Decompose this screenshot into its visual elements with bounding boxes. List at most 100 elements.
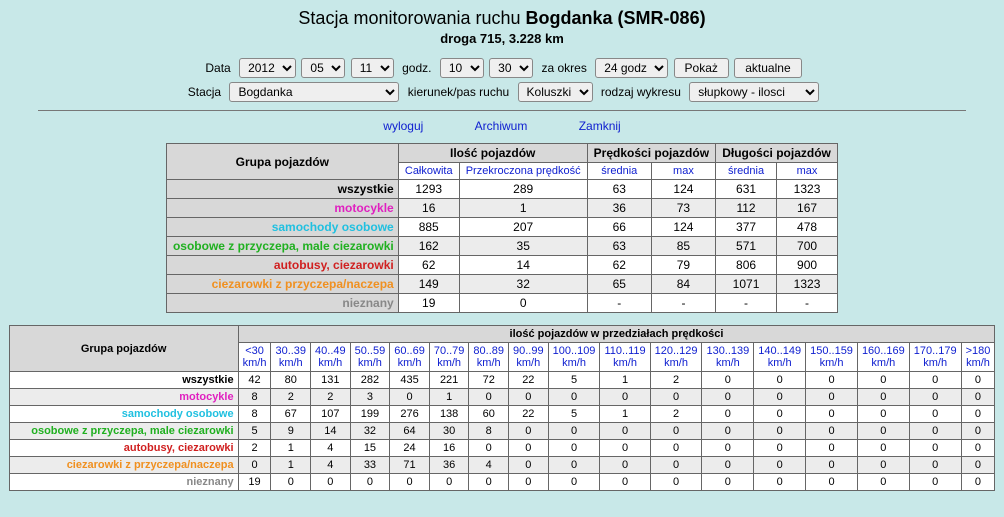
speed-col-header: 130..139km/h bbox=[702, 343, 754, 372]
cell: 4 bbox=[311, 457, 351, 474]
cell: 5 bbox=[238, 423, 271, 440]
link-zamknij[interactable]: Zamknij bbox=[579, 119, 621, 133]
cell: 0 bbox=[650, 389, 702, 406]
cell: 66 bbox=[587, 218, 651, 237]
select-year[interactable]: 2012 bbox=[239, 58, 296, 78]
cell: 85 bbox=[651, 237, 715, 256]
cell: 1 bbox=[600, 406, 650, 423]
cell: 0 bbox=[702, 440, 754, 457]
cell: 1323 bbox=[777, 180, 838, 199]
summary-table: Grupa pojazdów Ilość pojazdów Prędkości … bbox=[166, 143, 838, 313]
cell: 1323 bbox=[777, 275, 838, 294]
link-archiwum[interactable]: Archiwum bbox=[475, 119, 528, 133]
table-row: autobusy, ciezarowki62146279806900 bbox=[166, 256, 837, 275]
cell: 1 bbox=[271, 457, 311, 474]
cell: 4 bbox=[311, 440, 351, 457]
cell: 0 bbox=[509, 474, 549, 491]
cell: 1293 bbox=[398, 180, 459, 199]
cell: 2 bbox=[271, 389, 311, 406]
speed-table: Grupa pojazdów ilość pojazdów w przedzia… bbox=[9, 325, 996, 491]
select-period[interactable]: 24 godz bbox=[595, 58, 668, 78]
speed-col-header: 60..69km/h bbox=[390, 343, 430, 372]
cell: 0 bbox=[650, 474, 702, 491]
speed-col-header: 170..179km/h bbox=[909, 343, 961, 372]
cell: - bbox=[716, 294, 777, 313]
cell: 5 bbox=[548, 372, 600, 389]
cell: 63 bbox=[587, 180, 651, 199]
cell: 0 bbox=[754, 423, 806, 440]
cell: 0 bbox=[754, 389, 806, 406]
select-day[interactable]: 11 bbox=[351, 58, 394, 78]
cell: 0 bbox=[961, 440, 995, 457]
speed-col-header: 40..49km/h bbox=[311, 343, 351, 372]
cell: 0 bbox=[857, 372, 909, 389]
th-max1: max bbox=[651, 163, 715, 180]
cell: 0 bbox=[909, 440, 961, 457]
cell: 221 bbox=[429, 372, 469, 389]
cell: 0 bbox=[961, 457, 995, 474]
cell: 167 bbox=[777, 199, 838, 218]
cell: 0 bbox=[961, 406, 995, 423]
th-przek: Przekroczona prędkość bbox=[459, 163, 587, 180]
cell: 0 bbox=[702, 457, 754, 474]
select-month[interactable]: 05 bbox=[301, 58, 345, 78]
cell: 0 bbox=[857, 474, 909, 491]
cell: 0 bbox=[509, 389, 549, 406]
nav-links: wyloguj Archiwum Zamknij bbox=[8, 119, 996, 133]
cell: 0 bbox=[650, 440, 702, 457]
cell: 67 bbox=[271, 406, 311, 423]
cell: 435 bbox=[390, 372, 430, 389]
cell: 0 bbox=[909, 423, 961, 440]
cell: 124 bbox=[651, 218, 715, 237]
cell: 162 bbox=[398, 237, 459, 256]
speed-col-header: 90..99km/h bbox=[509, 343, 549, 372]
cell: 36 bbox=[429, 457, 469, 474]
pokaz-button[interactable]: Pokaż bbox=[674, 58, 729, 78]
select-minute[interactable]: 30 bbox=[489, 58, 533, 78]
cell: 0 bbox=[600, 389, 650, 406]
cell: 276 bbox=[390, 406, 430, 423]
cell: 900 bbox=[777, 256, 838, 275]
cell: 0 bbox=[650, 457, 702, 474]
th-grupa: Grupa pojazdów bbox=[166, 144, 398, 180]
cell: 19 bbox=[238, 474, 271, 491]
controls-row-2: Stacja Bogdanka kierunek/pas ruchu Kolus… bbox=[8, 82, 996, 102]
cell: 0 bbox=[806, 457, 858, 474]
cell: 8 bbox=[469, 423, 509, 440]
cell: 631 bbox=[716, 180, 777, 199]
select-kierunek[interactable]: Koluszki bbox=[518, 82, 593, 102]
th-srednia1: średnia bbox=[587, 163, 651, 180]
cell: 0 bbox=[548, 474, 600, 491]
cell: 2 bbox=[650, 372, 702, 389]
speed-col-header: 150..159km/h bbox=[806, 343, 858, 372]
select-stacja[interactable]: Bogdanka bbox=[229, 82, 399, 102]
speed-col-header: >180km/h bbox=[961, 343, 995, 372]
cell: 0 bbox=[469, 389, 509, 406]
cell: 15 bbox=[350, 440, 390, 457]
group-label: osobowe z przyczepa, male ciezarowki bbox=[9, 423, 238, 440]
th-ilosc: Ilość pojazdów bbox=[398, 144, 587, 163]
cell: 282 bbox=[350, 372, 390, 389]
select-hour[interactable]: 10 bbox=[440, 58, 484, 78]
table-row: motocykle82230100000000000 bbox=[9, 389, 995, 406]
cell: 0 bbox=[311, 474, 351, 491]
select-rodzaj[interactable]: słupkowy - ilosci bbox=[689, 82, 819, 102]
cell: 0 bbox=[961, 474, 995, 491]
title-prefix: Stacja monitorowania ruchu bbox=[298, 8, 525, 28]
cell: - bbox=[777, 294, 838, 313]
cell: 0 bbox=[754, 372, 806, 389]
speed-col-header: 30..39km/h bbox=[271, 343, 311, 372]
label-rodzaj: rodzaj wykresu bbox=[601, 85, 681, 99]
cell: 63 bbox=[587, 237, 651, 256]
speed-col-header: 140..149km/h bbox=[754, 343, 806, 372]
cell: 107 bbox=[311, 406, 351, 423]
link-wyloguj[interactable]: wyloguj bbox=[383, 119, 423, 133]
speed-col-header: 50..59km/h bbox=[350, 343, 390, 372]
cell: 62 bbox=[587, 256, 651, 275]
aktualne-button[interactable]: aktualne bbox=[734, 58, 801, 78]
th-calk: Całkowita bbox=[398, 163, 459, 180]
cell: 0 bbox=[857, 457, 909, 474]
cell: 8 bbox=[238, 389, 271, 406]
th-pred: Prędkości pojazdów bbox=[587, 144, 715, 163]
speed-col-header: 120..129km/h bbox=[650, 343, 702, 372]
